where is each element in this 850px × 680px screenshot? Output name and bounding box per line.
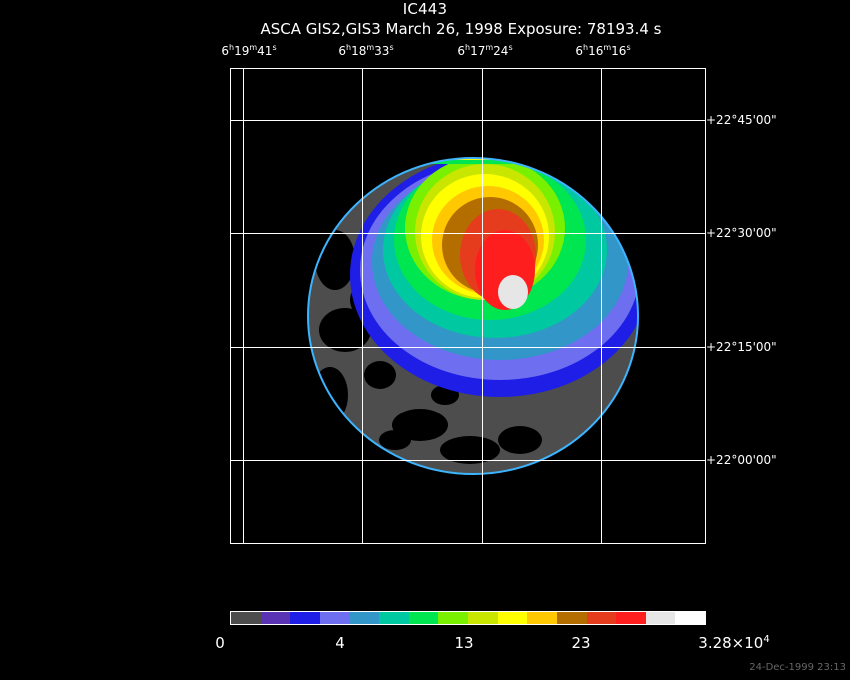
emission-peak	[498, 275, 528, 309]
colorbar-swatch	[645, 612, 676, 624]
colorbar-label-13: 13	[454, 634, 474, 652]
rim-red	[450, 148, 550, 156]
detector-field	[308, 148, 638, 474]
dec-label-4: +22°00'00"	[706, 453, 777, 467]
ra-label-2: 6h18m33s	[338, 43, 394, 59]
detector-edge	[307, 157, 639, 475]
dec-label-3: +22°15'00"	[706, 340, 777, 354]
colorbar-swatch	[497, 612, 528, 624]
colorbar-swatch	[675, 612, 705, 624]
colorbar-label-0: 0	[215, 634, 225, 652]
colorbar-label-max: 3.28×104	[698, 634, 770, 652]
colorbar-swatch	[379, 612, 409, 624]
dec-label-1: +22°45'00"	[706, 113, 777, 127]
colorbar-swatch	[616, 612, 646, 624]
colorbar-swatch	[260, 612, 291, 624]
colorbar-label-4: 4	[335, 634, 345, 652]
colorbar-swatch	[438, 612, 468, 624]
rim-green	[370, 158, 610, 164]
colorbar-swatch	[408, 612, 439, 624]
colorbar-swatch	[556, 612, 587, 624]
rim-white	[490, 150, 530, 156]
coordinate-grid	[230, 68, 706, 544]
image-subtitle: ASCA GIS2,GIS3 March 26, 1998 Exposure: …	[260, 20, 662, 38]
render-timestamp: 24-Dec-1999 23:13	[749, 662, 846, 673]
map-frame	[230, 68, 706, 544]
dec-label-2: +22°30'00"	[706, 226, 777, 240]
image-title: IC443	[402, 0, 448, 18]
colorbar-swatch	[290, 612, 320, 624]
colorbar-swatch	[319, 612, 350, 624]
ra-label-3: 6h17m24s	[457, 43, 513, 59]
colorbar-label-23: 23	[571, 634, 591, 652]
ra-label-1: 6h19m41s	[221, 43, 277, 59]
ra-label-4: 6h16m16s	[575, 43, 631, 59]
colorbar-swatch	[527, 612, 557, 624]
color-scale-bar	[230, 611, 706, 625]
colorbar-swatch	[349, 612, 380, 624]
colorbar-swatch	[231, 612, 261, 624]
colorbar-swatch	[468, 612, 498, 624]
colorbar-swatch	[586, 612, 617, 624]
